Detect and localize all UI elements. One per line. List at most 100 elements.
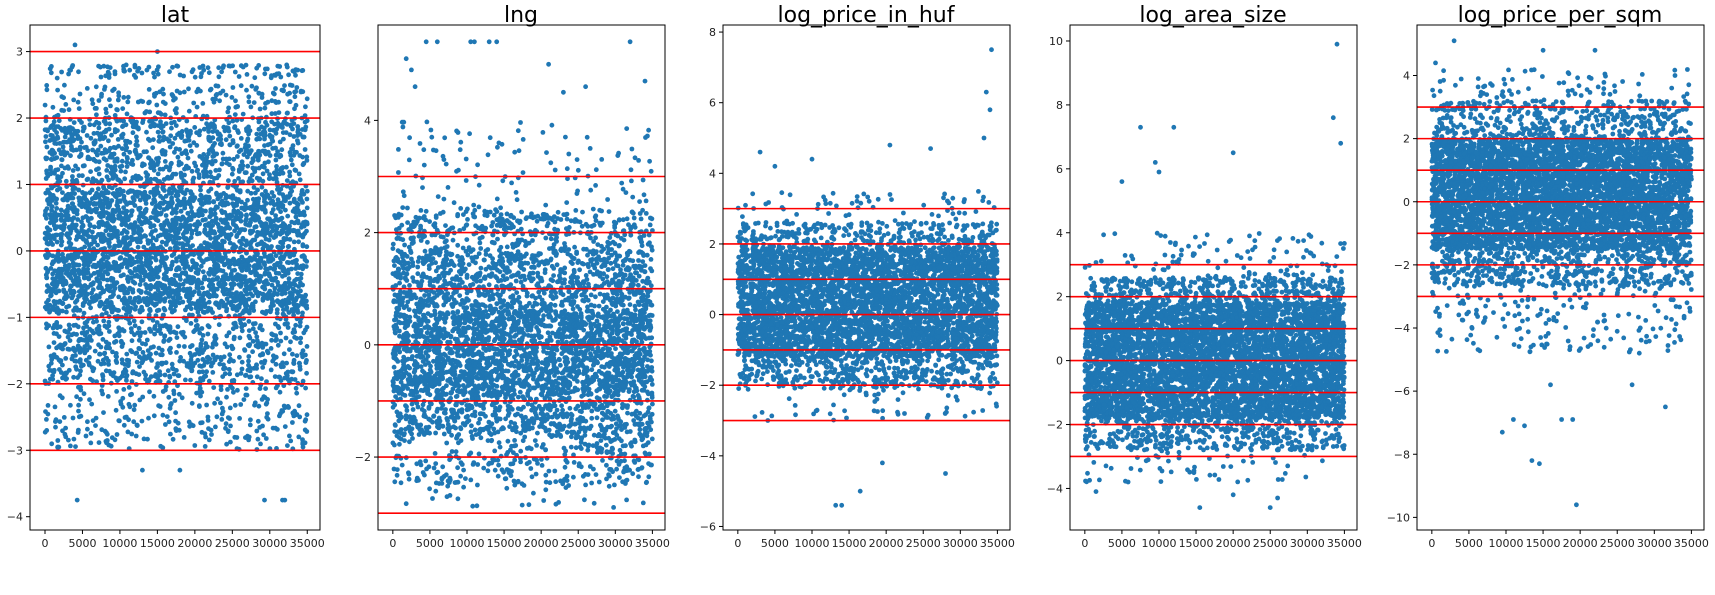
data-point	[230, 218, 236, 224]
data-point	[142, 189, 148, 195]
data-point	[87, 397, 92, 403]
data-point	[206, 426, 211, 431]
data-point	[238, 83, 244, 89]
data-point	[124, 351, 130, 357]
data-point	[65, 346, 71, 352]
data-point	[159, 239, 165, 245]
data-point	[254, 289, 260, 295]
data-point	[43, 134, 49, 139]
data-point	[269, 210, 275, 216]
data-point-outlier	[140, 467, 145, 473]
data-point	[180, 245, 186, 251]
data-point	[286, 230, 292, 236]
data-point	[53, 417, 59, 423]
data-point	[223, 421, 229, 427]
data-point	[76, 338, 82, 344]
data-point	[74, 237, 79, 242]
data-point	[74, 228, 79, 234]
data-point	[93, 201, 99, 207]
data-point	[264, 168, 270, 174]
data-point	[152, 176, 158, 182]
data-point	[154, 301, 159, 307]
data-point	[156, 307, 162, 313]
data-point	[225, 109, 231, 115]
data-point	[168, 266, 174, 272]
data-point	[300, 282, 305, 288]
data-point	[89, 187, 95, 193]
data-point	[155, 364, 160, 369]
data-point	[293, 102, 299, 108]
data-point	[125, 304, 131, 310]
data-point	[178, 208, 184, 214]
data-point	[280, 408, 286, 414]
data-point	[261, 280, 267, 285]
data-point	[88, 440, 94, 446]
data-point	[126, 358, 132, 363]
data-point	[43, 156, 49, 162]
data-point	[202, 240, 208, 246]
data-point	[51, 119, 57, 125]
data-point	[101, 410, 106, 415]
data-point	[106, 138, 111, 144]
data-point	[177, 90, 183, 96]
data-point	[84, 341, 90, 347]
data-point	[132, 148, 138, 154]
data-point	[113, 182, 118, 188]
data-point	[277, 231, 282, 237]
data-point	[93, 423, 98, 428]
data-point	[68, 246, 74, 252]
data-point	[66, 107, 72, 113]
data-point	[202, 444, 208, 449]
data-point	[176, 343, 182, 349]
data-point	[108, 103, 113, 109]
data-point	[58, 151, 64, 157]
data-point	[206, 378, 212, 384]
data-point	[208, 235, 214, 241]
data-point	[79, 287, 84, 293]
data-point	[174, 335, 180, 340]
data-point	[65, 330, 71, 335]
data-point	[281, 136, 286, 142]
data-point	[148, 215, 154, 221]
data-point	[239, 280, 244, 286]
data-point	[222, 210, 228, 215]
data-point	[210, 344, 215, 350]
data-point	[140, 350, 146, 355]
data-point	[174, 232, 179, 238]
data-point	[71, 205, 77, 210]
data-point	[232, 125, 237, 131]
data-point	[131, 226, 137, 232]
data-point	[50, 276, 56, 281]
data-point	[252, 400, 258, 406]
data-point	[280, 298, 286, 304]
data-point	[243, 142, 248, 148]
data-point	[297, 153, 303, 158]
data-point	[49, 441, 55, 447]
data-point	[296, 171, 302, 177]
data-point-outlier	[72, 42, 78, 48]
data-point	[257, 273, 263, 279]
data-point	[176, 373, 182, 379]
data-point	[273, 361, 279, 367]
data-point	[186, 108, 192, 114]
data-point	[76, 275, 81, 281]
data-point	[252, 267, 258, 273]
data-point	[302, 119, 308, 125]
data-point	[251, 185, 257, 190]
data-point	[71, 97, 77, 103]
data-point	[239, 275, 245, 281]
data-point	[286, 310, 292, 315]
data-point	[113, 339, 119, 344]
data-point	[244, 128, 250, 134]
data-point	[246, 296, 252, 302]
data-point	[75, 343, 81, 349]
data-point	[88, 305, 93, 311]
data-point	[282, 321, 288, 327]
data-point	[115, 235, 120, 241]
data-point	[274, 164, 279, 169]
data-point	[113, 260, 119, 266]
data-point	[289, 292, 295, 298]
data-point	[166, 419, 172, 425]
data-point	[277, 246, 282, 251]
data-point	[125, 156, 130, 162]
